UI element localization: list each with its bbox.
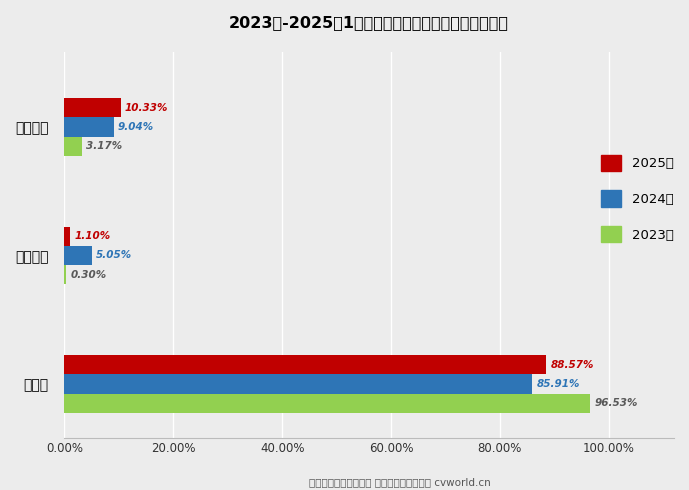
Bar [65, 117, 114, 137]
Bar [65, 355, 546, 374]
Text: 88.57%: 88.57% [551, 360, 594, 370]
Bar [65, 226, 70, 246]
Title: 2023年-2025年1月新能源轻卡市场燃料类型占比对比: 2023年-2025年1月新能源轻卡市场燃料类型占比对比 [229, 15, 509, 30]
Bar [65, 265, 66, 284]
Text: 1.10%: 1.10% [75, 231, 111, 241]
Legend: 2025年, 2024年, 2023年: 2025年, 2024年, 2023年 [601, 154, 674, 243]
Text: 5.05%: 5.05% [96, 250, 132, 261]
Text: 85.91%: 85.91% [536, 379, 579, 389]
Text: 96.53%: 96.53% [594, 398, 637, 408]
Bar [65, 393, 590, 413]
Text: 0.30%: 0.30% [70, 270, 107, 280]
Bar [65, 246, 92, 265]
Bar [65, 137, 82, 156]
Text: 数据来源：交强险统计 制图：第一商用车网 cvworld.cn: 数据来源：交强险统计 制图：第一商用车网 cvworld.cn [309, 477, 491, 487]
Text: 3.17%: 3.17% [86, 141, 122, 151]
Bar [65, 374, 532, 393]
Text: 10.33%: 10.33% [125, 103, 168, 113]
Bar [65, 98, 121, 117]
Text: 9.04%: 9.04% [118, 122, 154, 132]
